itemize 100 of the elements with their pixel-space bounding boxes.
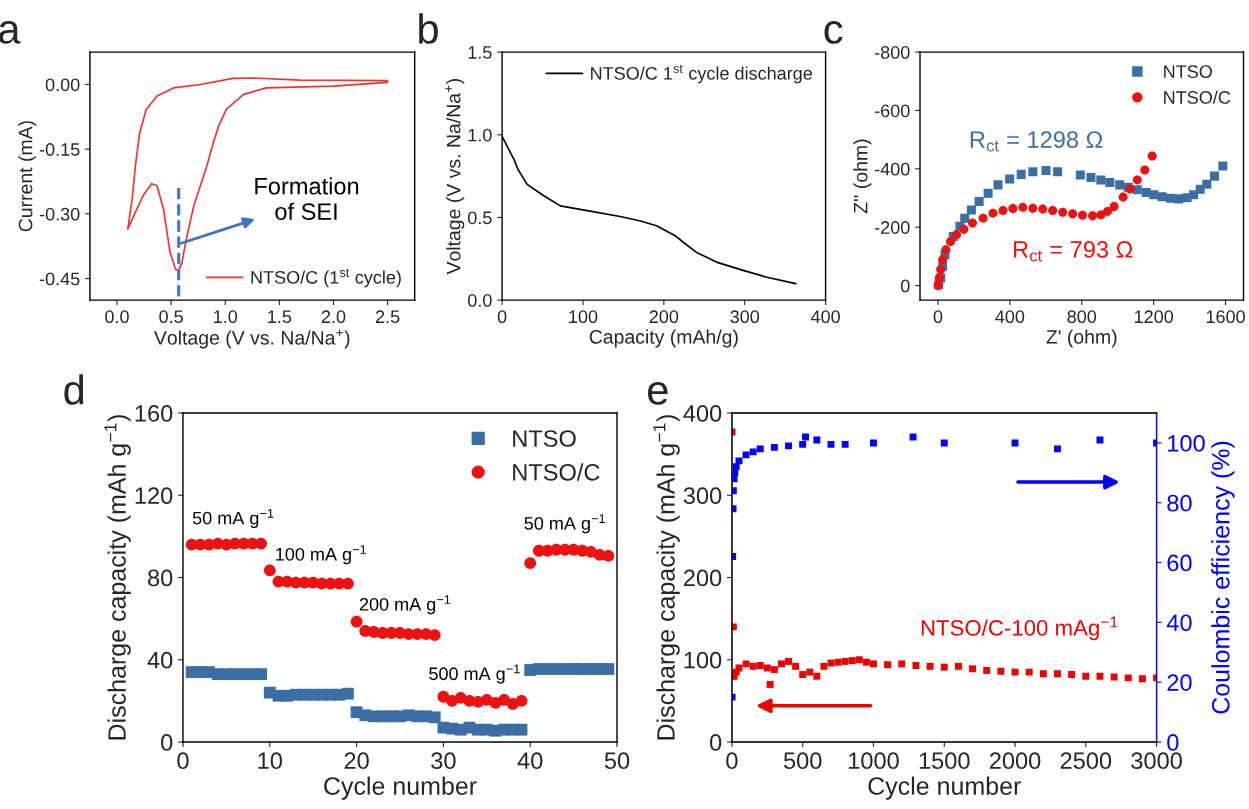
point [940,439,948,447]
point [255,668,268,681]
point [1058,207,1068,217]
point [946,236,956,246]
x-tick-label: 0.0 [105,310,129,324]
y2-tick-label: 0 [1167,734,1179,751]
x-tick-label: 40 [517,752,543,770]
point [785,442,793,450]
point [1048,206,1058,216]
x-tick-label: 2500 [1060,752,1112,770]
legend-label: NTSO/C [513,463,600,481]
y-tick-label: 0 [709,734,722,751]
y-tick-label: 0.5 [467,211,492,225]
y-tick-label: 1.0 [468,128,492,142]
x-tick-label: 3000 [1131,752,1182,770]
legend-label: NTSO/C (1$^{st}$ cycle) [251,268,401,288]
y2-tick-label: 40 [1166,614,1192,632]
x-tick-label: 10 [258,752,282,770]
point [1077,210,1087,220]
y-axis-title: Discharge capacity (mAh g$^{−1}$) [653,415,680,740]
point [342,577,354,590]
chart-title: b [419,13,438,44]
point [841,440,849,448]
point [813,672,821,680]
point [1140,165,1150,175]
x-tick-label: 0 [177,752,189,770]
point [756,662,764,669]
y-tick-label: -0.30 [39,207,80,221]
point [884,661,892,669]
point [983,188,993,198]
annotation: Formation of SEI [255,177,359,220]
y-tick-label: 300 [683,487,722,505]
point [1110,673,1118,681]
point [967,218,977,228]
point [951,230,962,240]
x-tick-label: 500 [783,752,822,770]
y2-tick-label: 60 [1167,554,1192,572]
x-axis-title: Z' (ohm) [1046,329,1117,348]
point [1038,204,1048,214]
point [749,662,757,670]
chart-title: e [648,381,668,405]
y-axis-title: Voltage (V vs. Na/Na$^{+}$) [445,79,465,275]
x-tick-label: 20 [344,752,369,770]
point [766,680,774,688]
point [1096,175,1106,185]
x-tick-label: 2000 [989,752,1041,770]
annotation: 50 mA g$^{−1}$ [524,514,605,534]
point [1105,178,1115,188]
point [848,657,856,665]
point [1174,194,1184,204]
point [1138,675,1146,683]
point [954,662,962,670]
y2-axis-title: Coulombic efficiency (%) [1211,441,1235,714]
point [834,658,842,666]
point [1005,174,1015,184]
annotation: 100 mA g$^{−1}$ [276,545,367,565]
point [785,657,793,665]
x-tick-label: 300 [730,310,760,324]
x-tick-label: 1.5 [268,310,292,324]
point [813,436,821,444]
chart-title: a [0,21,21,44]
point [263,564,276,577]
chart-title: d [64,374,84,405]
point [1124,674,1132,682]
x-tick-label: 400 [810,310,840,324]
point [1118,192,1128,202]
x-tick-label: 2.0 [321,310,346,324]
point [841,657,849,665]
point [1086,173,1096,183]
point [1039,670,1047,678]
y-tick-label: 0 [900,279,910,293]
x-tick-label: 2.5 [375,310,400,324]
point [428,629,441,641]
point [1132,175,1142,185]
y2-tick-label: 80 [1167,494,1192,512]
legend-label: NTSO/C [1164,90,1231,104]
x-tick-label: 30 [431,752,456,770]
x-tick-label: 1500 [919,752,970,770]
x-axis-title: Voltage (V vs. Na/Na$^{+}$) [153,329,350,349]
point [342,687,354,700]
y-tick-label: 80 [148,569,173,587]
point [1054,670,1061,678]
point [940,663,948,671]
point [912,662,920,669]
point [1054,445,1061,453]
legend-label: NTSO [1164,65,1212,78]
point [1082,672,1090,680]
point [983,666,991,674]
y-tick-label: 120 [135,487,173,505]
y-tick-label: -800 [874,46,910,59]
point [1053,167,1063,177]
point [350,615,363,628]
point [1088,211,1098,221]
point [756,445,764,453]
point [898,660,906,668]
x-tick-label: 800 [1067,310,1097,324]
y-tick-label: -200 [874,221,910,234]
annotation: 50 mA g$^{−1}$ [192,508,274,529]
point [1041,166,1051,176]
x-tick-label: 1200 [1134,310,1174,324]
